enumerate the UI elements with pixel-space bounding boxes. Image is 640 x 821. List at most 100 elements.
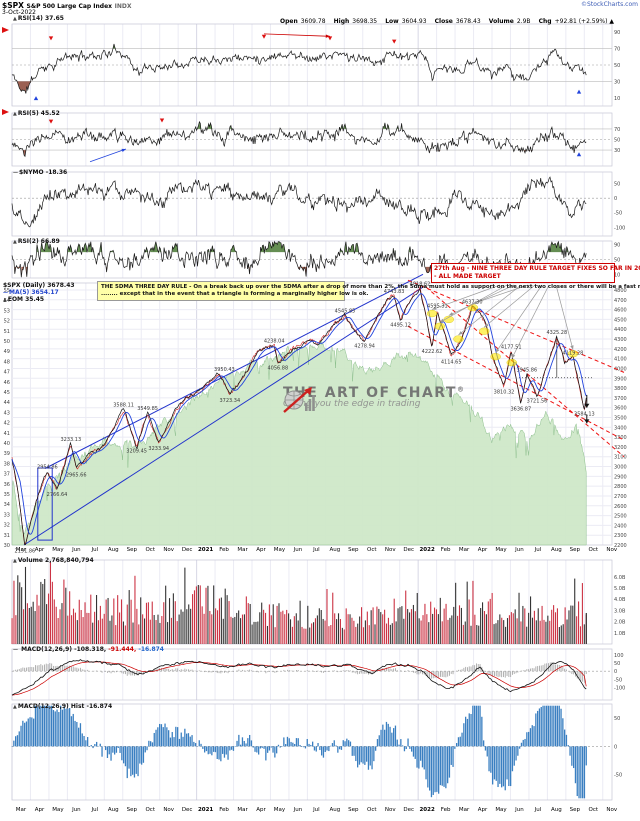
svg-text:3209.45: 3209.45: [126, 448, 147, 454]
svg-text:Nov: Nov: [606, 807, 617, 813]
svg-text:2022: 2022: [419, 807, 434, 813]
svg-text:4600: 4600: [614, 308, 627, 314]
volume-label: Volume: [488, 18, 514, 25]
svg-text:43: 43: [4, 410, 10, 416]
svg-text:Mar: Mar: [237, 807, 248, 813]
svg-text:4278.94: 4278.94: [354, 344, 375, 350]
svg-text:90: 90: [614, 243, 620, 249]
svg-text:39: 39: [4, 451, 10, 457]
svg-text:90: 90: [614, 30, 620, 36]
svg-text:Nov: Nov: [163, 547, 174, 553]
macd-value: MACD(12,26,9) -108.318,: [21, 646, 107, 653]
svg-text:3200: 3200: [614, 445, 627, 451]
svg-text:3900: 3900: [614, 376, 627, 382]
low-label: Low: [385, 18, 399, 25]
svg-text:-100: -100: [614, 686, 625, 692]
chg-value: +92.81 (+2.59%) ▲: [554, 18, 614, 25]
svg-text:Aug: Aug: [551, 547, 562, 553]
svg-text:4222.62: 4222.62: [422, 349, 443, 355]
svg-text:Dec: Dec: [182, 547, 193, 553]
svg-text:53: 53: [4, 308, 10, 314]
open-value: 3609.78: [300, 18, 326, 25]
svg-text:Sep: Sep: [127, 547, 138, 553]
svg-text:Apr: Apr: [478, 547, 488, 553]
svg-text:4743.83: 4743.83: [384, 289, 405, 295]
stockcharts-credit: ©StockCharts.com: [581, 1, 638, 8]
svg-text:2900: 2900: [614, 474, 627, 480]
svg-text:Nov: Nov: [385, 807, 396, 813]
svg-text:4800: 4800: [614, 288, 627, 294]
svg-text:Sep: Sep: [348, 547, 359, 553]
svg-text:3810.32: 3810.32: [494, 390, 515, 396]
svg-text:2600: 2600: [614, 504, 627, 510]
svg-text:Feb: Feb: [219, 807, 229, 813]
index-name: S&P 500 Large Cap Index: [26, 3, 113, 10]
high-value: 3698.35: [352, 18, 378, 25]
svg-text:Dec: Dec: [182, 807, 193, 813]
svg-text:Aug: Aug: [329, 807, 340, 813]
rsi5-legend: ▲RSI(5) 45.52: [13, 110, 60, 117]
spx-legend: $SPX (Daily) 3678.43: [3, 282, 75, 289]
svg-text:2022: 2022: [419, 547, 434, 553]
svg-text:4300: 4300: [614, 337, 627, 343]
svg-text:4.0B: 4.0B: [614, 597, 626, 603]
svg-text:4119.28: 4119.28: [563, 350, 584, 356]
svg-text:Mar: Mar: [16, 807, 27, 813]
svg-text:Oct: Oct: [367, 547, 377, 553]
svg-text:3588.11: 3588.11: [113, 402, 134, 408]
svg-text:Feb: Feb: [441, 807, 451, 813]
eom-legend-text: EOM 35.45: [7, 296, 45, 303]
close-label: Close: [434, 18, 453, 25]
svg-text:10: 10: [614, 272, 620, 278]
svg-text:48: 48: [4, 359, 10, 365]
svg-text:Sep: Sep: [127, 807, 138, 813]
exchange: INDX: [114, 3, 132, 10]
svg-text:3700: 3700: [614, 396, 627, 402]
svg-text:55: 55: [4, 288, 10, 294]
svg-text:May: May: [274, 547, 286, 553]
svg-text:Feb: Feb: [441, 547, 451, 553]
svg-text:2954.86: 2954.86: [37, 464, 58, 470]
svg-text:Jul: Jul: [312, 547, 320, 553]
svg-text:3600: 3600: [614, 406, 627, 412]
svg-text:42: 42: [4, 421, 10, 427]
svg-text:May: May: [274, 807, 286, 813]
high-label: High: [333, 18, 350, 25]
svg-text:3500: 3500: [614, 416, 627, 422]
svg-text:4177.51: 4177.51: [501, 345, 522, 351]
svg-text:Oct: Oct: [589, 807, 599, 813]
rule-note-box: THE 5DMA THREE DAY RULE - On a break bac…: [97, 281, 640, 302]
svg-text:3721.56: 3721.56: [527, 398, 548, 404]
svg-text:30: 30: [614, 148, 620, 154]
svg-text:4325.28: 4325.28: [546, 330, 567, 336]
close-value: 3678.43: [455, 18, 481, 25]
svg-text:4637.30: 4637.30: [462, 299, 483, 305]
svg-text:Oct: Oct: [145, 807, 155, 813]
svg-text:3950.43: 3950.43: [214, 367, 235, 373]
registered-mark: ®: [456, 385, 466, 394]
svg-text:4500: 4500: [614, 317, 627, 323]
svg-text:Oct: Oct: [367, 807, 377, 813]
svg-text:Feb: Feb: [219, 547, 229, 553]
alert-line1: 27th Aug - NINE THREE DAY RULE TARGET FI…: [434, 265, 640, 272]
svg-text:Jun: Jun: [514, 807, 524, 813]
svg-text:10: 10: [614, 96, 620, 102]
nymo-legend: —$NYMO -18.36: [13, 169, 67, 176]
svg-text:50: 50: [614, 138, 620, 144]
svg-text:0: 0: [614, 196, 617, 202]
volume-legend: ▲Volume 2,768,840,794: [13, 557, 94, 564]
svg-text:1.0B: 1.0B: [614, 631, 626, 637]
svg-text:Oct: Oct: [589, 547, 599, 553]
rule-note-body2: ........ except that in the event that a…: [101, 291, 369, 298]
svg-text:Jun: Jun: [293, 807, 303, 813]
logo-title: THE ART OF CHART®: [283, 385, 466, 401]
svg-text:3723.34: 3723.34: [219, 398, 240, 404]
svg-text:Dec: Dec: [403, 807, 414, 813]
art-of-chart-logo: THE ART OF CHART® Giving you the edge in…: [283, 385, 466, 413]
svg-text:-100: -100: [614, 225, 625, 231]
svg-text:3233.13: 3233.13: [60, 437, 81, 443]
svg-text:4100: 4100: [614, 357, 627, 363]
legend-marker-icon: ▲: [13, 558, 17, 564]
